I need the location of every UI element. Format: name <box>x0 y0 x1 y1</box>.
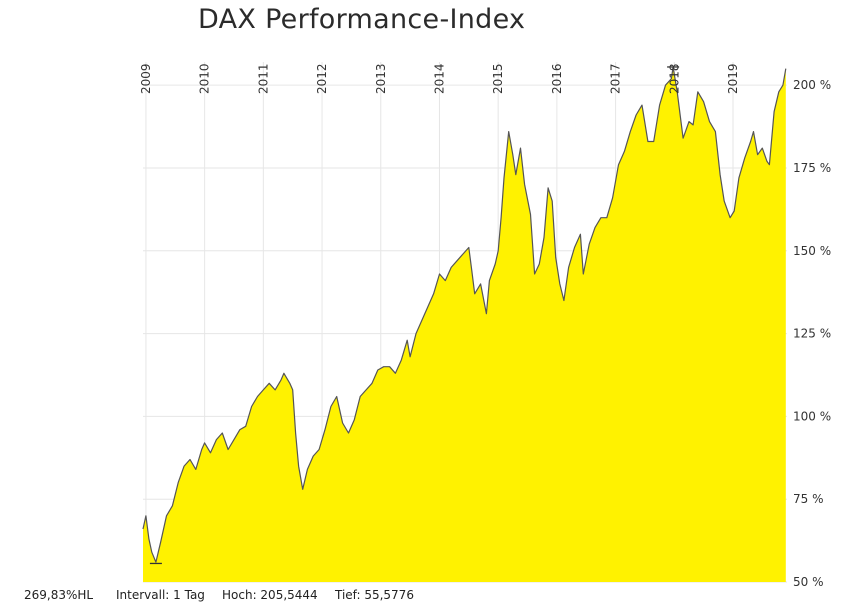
x-tick-label: 2009 <box>139 63 153 94</box>
x-tick-label: 2017 <box>609 63 623 94</box>
x-tick-label: 2012 <box>315 63 329 94</box>
y-tick-label: 175 % <box>793 161 831 175</box>
y-tick-label: 125 % <box>793 327 831 341</box>
chart-footer: 269,83%HL Intervall: 1 Tag Hoch: 205,544… <box>0 586 847 606</box>
y-tick-label: 50 % <box>793 575 824 589</box>
change-readout: 269,83%HL <box>24 588 94 602</box>
high-readout: Hoch: 205,5444 <box>222 588 318 602</box>
y-tick-label: 200 % <box>793 78 831 92</box>
y-tick-label: 100 % <box>793 409 831 423</box>
x-tick-label: 2013 <box>374 63 388 94</box>
chart-title: DAX Performance-Index <box>198 4 526 35</box>
x-tick-label: 2016 <box>550 63 564 94</box>
y-tick-label: 75 % <box>793 492 824 506</box>
x-tick-label: 2014 <box>432 63 446 94</box>
area-fill <box>143 67 786 582</box>
x-tick-label: 2018 <box>667 63 681 94</box>
low-readout: Tief: 55,5776 <box>335 588 414 602</box>
x-tick-label: 2011 <box>256 63 270 94</box>
x-tick-label: 2015 <box>491 63 505 94</box>
x-tick-label: 2019 <box>726 63 740 94</box>
interval-readout: Intervall: 1 Tag <box>116 588 205 602</box>
series-line <box>142 66 787 563</box>
x-tick-label: 2010 <box>198 63 212 94</box>
y-tick-label: 150 % <box>793 244 831 258</box>
